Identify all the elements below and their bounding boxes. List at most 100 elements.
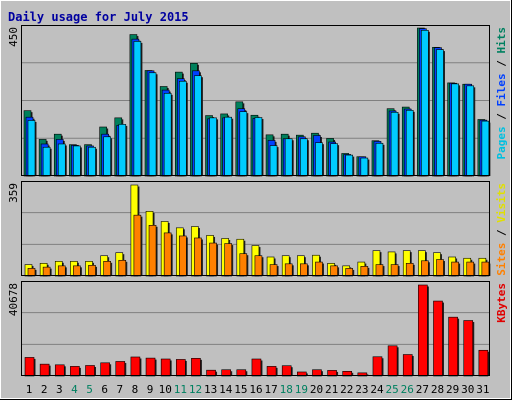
bar-pages-day-1: [27, 120, 36, 177]
bar-sites-day-10: [163, 232, 172, 277]
bar-kbytes-day-27: [418, 284, 428, 377]
bar-kbytes-day-9: [145, 357, 156, 377]
x-tick-label-day-22: 22: [340, 383, 353, 396]
x-tick-label-day-9: 9: [147, 383, 154, 396]
series-label-kbytes: KBytes: [495, 283, 508, 323]
bar-pages-day-29: [451, 83, 459, 177]
series-label-part: Sites: [495, 243, 508, 276]
bar-sites-day-28: [436, 259, 444, 277]
bar-pages-day-12: [194, 75, 202, 177]
x-tick-label-day-3: 3: [56, 383, 63, 396]
bar-pages-day-11: [178, 80, 187, 177]
bar-pages-day-7: [118, 124, 127, 177]
bar-pages-day-28: [436, 49, 444, 177]
x-tick-label-day-4: 4: [71, 383, 78, 396]
panel-visits-sites-frame: [21, 181, 490, 276]
bar-sites-day-31: [481, 261, 490, 277]
bar-sites-day-11: [178, 235, 187, 277]
x-tick-label-day-18: 18: [280, 383, 293, 396]
bar-pages-day-16: [254, 117, 263, 177]
bar-pages-day-6: [103, 136, 111, 177]
bar-sites-day-22: [345, 268, 354, 277]
x-tick-label-day-24: 24: [370, 383, 384, 396]
bar-kbytes-day-31: [478, 349, 489, 377]
bar-kbytes-day-3: [54, 364, 65, 377]
bar-pages-day-26: [405, 110, 414, 177]
x-tick-label-day-21: 21: [325, 383, 338, 396]
x-tick-label-day-30: 30: [461, 383, 474, 396]
bar-sites-day-30: [466, 261, 475, 277]
bar-pages-day-8: [133, 41, 142, 177]
bar-pages-day-4: [73, 145, 81, 177]
bar-sites-day-25: [390, 264, 399, 277]
bar-sites-day-27: [421, 260, 429, 277]
ymax-label-kbytes: 40678: [7, 283, 20, 316]
x-tick-label-day-29: 29: [446, 383, 459, 396]
bar-kbytes-day-10: [160, 358, 171, 377]
bar-sites-day-23: [360, 266, 369, 277]
x-tick-label-day-10: 10: [159, 383, 172, 396]
x-tick-label-day-17: 17: [265, 383, 278, 396]
bar-sites-day-3: [57, 265, 66, 277]
bar-pages-day-14: [224, 116, 232, 177]
bar-kbytes-day-30: [463, 320, 474, 377]
bar-sites-day-26: [405, 263, 414, 277]
x-tick-label-day-15: 15: [234, 383, 247, 396]
bar-sites-day-9: [148, 225, 157, 277]
bar-sites-day-2: [42, 266, 51, 277]
ymax-label-hits-files-pages: 450: [7, 27, 20, 47]
bar-sites-day-17: [269, 264, 278, 277]
bar-pages-day-15: [239, 111, 248, 177]
bar-kbytes-day-18: [281, 365, 292, 377]
x-tick-label-day-8: 8: [132, 383, 139, 396]
bar-pages-day-23: [360, 157, 369, 177]
series-label-part: /: [495, 107, 508, 127]
series-label-hits-files-pages: Pages / Files / Hits: [495, 27, 508, 160]
bar-kbytes-day-11: [175, 359, 186, 377]
bar-pages-day-13: [209, 117, 217, 177]
bar-sites-day-29: [451, 261, 459, 277]
bar-kbytes-day-2: [39, 363, 50, 377]
bar-pages-day-20: [315, 142, 323, 177]
x-tick-label-day-19: 19: [295, 383, 308, 396]
bar-sites-day-13: [209, 242, 217, 277]
bar-pages-day-31: [481, 120, 490, 177]
bar-pages-day-5: [88, 146, 96, 177]
series-label-part: Files: [495, 73, 508, 106]
x-tick-label-day-26: 26: [401, 383, 414, 396]
x-tick-label-day-20: 20: [310, 383, 323, 396]
series-label-part: Hits: [495, 27, 508, 54]
bar-pages-day-17: [269, 145, 278, 177]
bar-sites-day-8: [133, 214, 142, 277]
bar-pages-day-10: [163, 93, 172, 177]
bar-sites-day-16: [254, 255, 263, 277]
series-label-visits-sites: Sites / Visits: [495, 183, 508, 276]
x-tick-label-day-16: 16: [249, 383, 262, 396]
bar-kbytes-day-1: [24, 357, 35, 377]
x-tick-label-day-31: 31: [476, 383, 489, 396]
panel-kbytes-frame: [21, 281, 490, 376]
bar-kbytes-day-12: [191, 358, 201, 377]
bar-pages-day-22: [345, 154, 354, 177]
bar-kbytes-day-24: [372, 356, 383, 377]
series-label-part: Visits: [495, 183, 508, 223]
x-tick-label-day-13: 13: [204, 383, 217, 396]
series-label-part: /: [495, 223, 508, 243]
bar-kbytes-day-6: [100, 362, 110, 377]
bar-pages-day-9: [148, 72, 157, 177]
bar-sites-day-6: [103, 260, 111, 277]
bar-sites-day-15: [239, 253, 248, 277]
bar-kbytes-day-29: [448, 316, 458, 377]
x-tick-label-day-6: 6: [101, 383, 108, 396]
bar-kbytes-day-28: [433, 300, 443, 377]
x-tick-label-day-7: 7: [117, 383, 124, 396]
bar-sites-day-7: [118, 259, 127, 277]
bar-pages-day-24: [375, 143, 384, 177]
ymax-label-visits-sites: 359: [7, 183, 20, 203]
bar-sites-day-20: [315, 261, 323, 277]
bar-pages-day-3: [57, 143, 66, 177]
bar-kbytes-day-5: [85, 365, 95, 377]
x-tick-label-day-2: 2: [41, 383, 48, 396]
